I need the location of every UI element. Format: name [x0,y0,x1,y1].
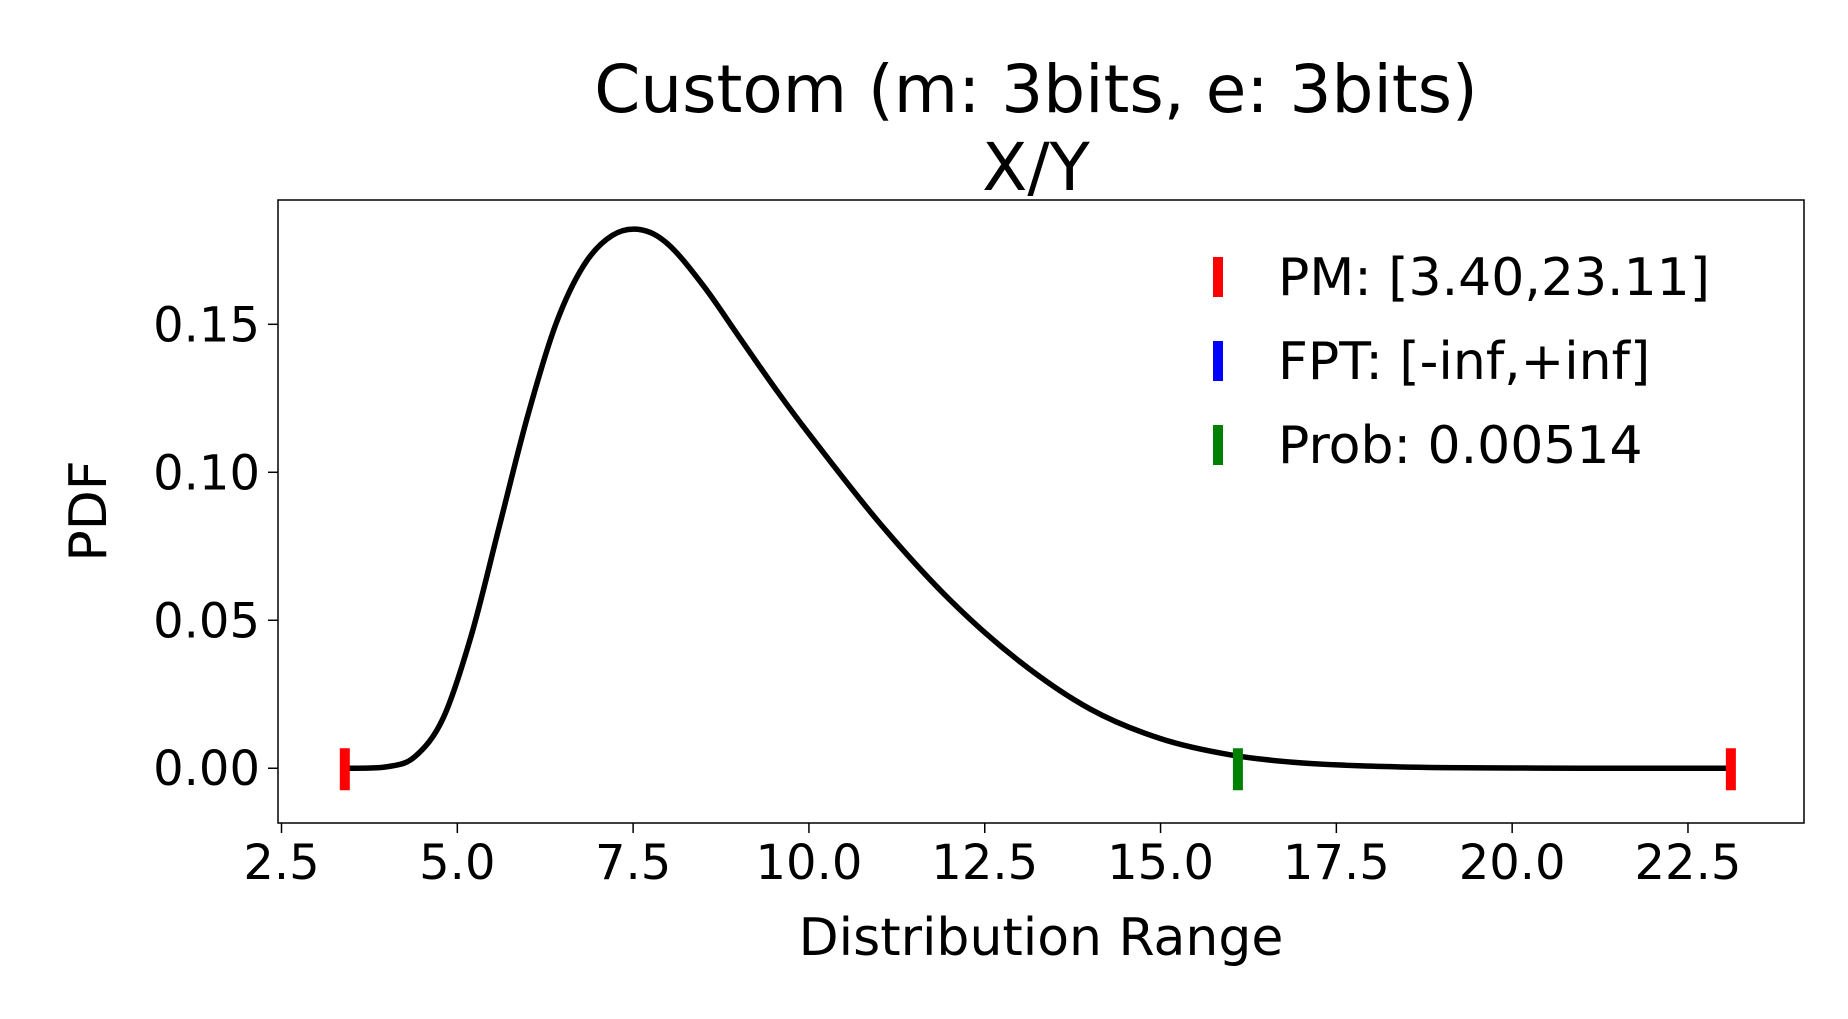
chart-title: Custom (m: 3bits, e: 3bits) [594,51,1478,128]
plot-frame [277,199,1805,824]
y-axis-label: PDF [59,460,119,561]
x-tick-label: 22.5 [1635,835,1742,891]
pdf-curve [342,226,1734,772]
chart-subtitle: X/Y [982,129,1090,206]
legend-label: PM: [3.40,23.11] [1278,248,1710,308]
x-tick-label: 5.0 [419,835,495,891]
y-tick-label: 0.05 [153,593,260,649]
x-tick-label: 20.0 [1459,835,1566,891]
x-axis-label: Distribution Range [799,908,1284,968]
x-axis: 2.5 5.0 7.5 10.0 12.5 15.0 17.5 20.0 22.5 [243,823,1741,891]
legend-label: FPT: [-inf,+inf] [1278,332,1650,392]
legend-label: Prob: 0.00514 [1278,416,1643,476]
x-tick-label: 10.0 [755,835,862,891]
x-tick-label: 17.5 [1283,835,1390,891]
plot-area [277,199,1805,824]
y-tick-label: 0.10 [153,445,260,501]
x-tick-label: 12.5 [931,835,1038,891]
chart-marks [339,226,1736,791]
x-tick-label: 2.5 [243,835,319,891]
x-tick-label: 15.0 [1107,835,1214,891]
y-axis: 0.00 0.05 0.10 0.15 [153,297,278,797]
y-tick-label: 0.00 [153,741,260,797]
x-tick-label: 7.5 [595,835,671,891]
y-tick-label: 0.15 [153,297,260,353]
legend: PM: [3.40,23.11] FPT: [-inf,+inf] Prob: 0.… [1213,248,1710,476]
